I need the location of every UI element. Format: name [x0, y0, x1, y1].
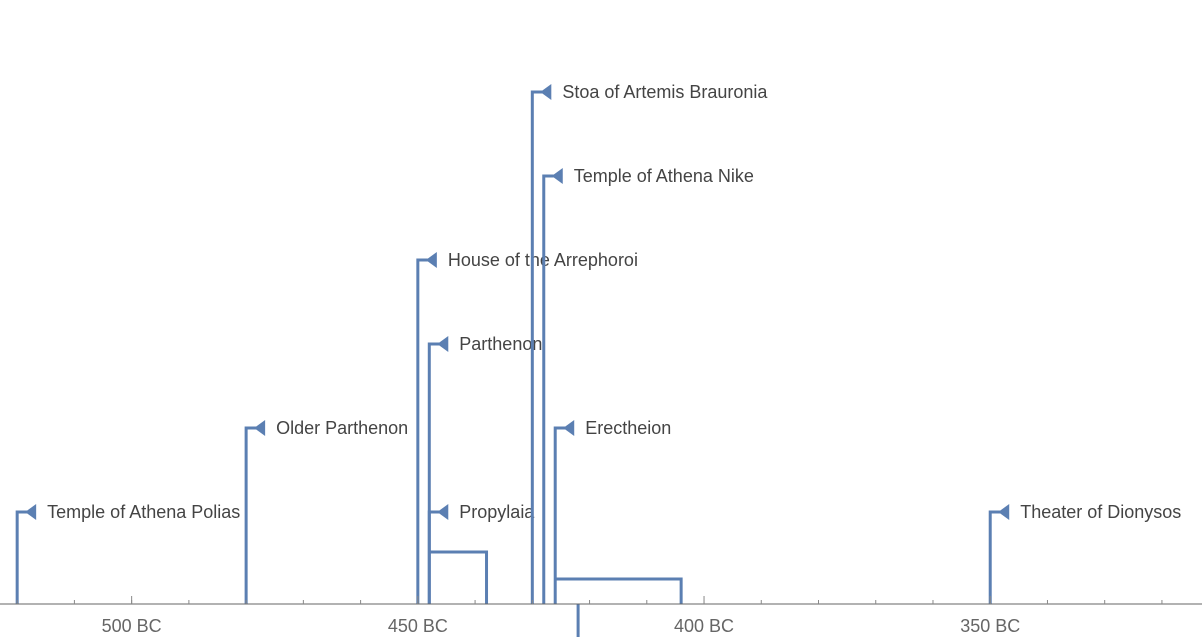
event-label: Temple of Athena Nike [574, 166, 754, 186]
event-stem [542, 174, 554, 604]
timeline-event: Older Parthenon [244, 418, 408, 604]
event-flag [998, 504, 1010, 520]
event-flag [437, 504, 449, 520]
event-flag [563, 420, 575, 436]
timeline-event: Stoa of Artemis Brauronia [530, 82, 768, 604]
event-flag [425, 252, 437, 268]
timeline-event: Parthenon [427, 334, 542, 604]
timeline-event: Temple of Athena Polias [15, 502, 240, 604]
event-stem [244, 426, 257, 604]
event-label: Older Parthenon [276, 418, 408, 438]
x-tick-label: 450 BC [388, 616, 448, 636]
event-layer: Temple of Athena Polias Older Parthenon Pr… [15, 82, 1181, 637]
x-tick-label: 350 BC [960, 616, 1020, 636]
timeline-event: Temple of Athena Nike [542, 166, 754, 637]
event-stem [416, 258, 428, 604]
event-stem [988, 510, 1001, 604]
timeline-event: Erectheion [553, 418, 683, 604]
event-flag [254, 420, 266, 436]
event-flag [540, 84, 552, 100]
x-tick-label: 500 BC [102, 616, 162, 636]
event-stem [427, 342, 440, 604]
event-flag [551, 168, 563, 184]
event-stem [15, 510, 28, 604]
event-label: Parthenon [459, 334, 542, 354]
event-label: Theater of Dionysos [1020, 502, 1181, 522]
timeline-event: Propylaia [427, 502, 535, 604]
event-label: Erectheion [585, 418, 671, 438]
event-end-hook [576, 604, 580, 637]
event-label: Stoa of Artemis Brauronia [562, 82, 768, 102]
event-stem [553, 426, 566, 604]
event-stem [530, 90, 543, 604]
x-tick-label: 400 BC [674, 616, 734, 636]
x-axis: 500 BC 450 BC 400 BC 350 BC [0, 596, 1202, 636]
event-end-hook [555, 577, 683, 604]
event-end-hook [429, 550, 489, 604]
event-label: Temple of Athena Polias [47, 502, 240, 522]
timeline-event: Theater of Dionysos [988, 502, 1181, 604]
event-flag [25, 504, 37, 520]
event-label: Propylaia [459, 502, 535, 522]
event-flag [437, 336, 449, 352]
